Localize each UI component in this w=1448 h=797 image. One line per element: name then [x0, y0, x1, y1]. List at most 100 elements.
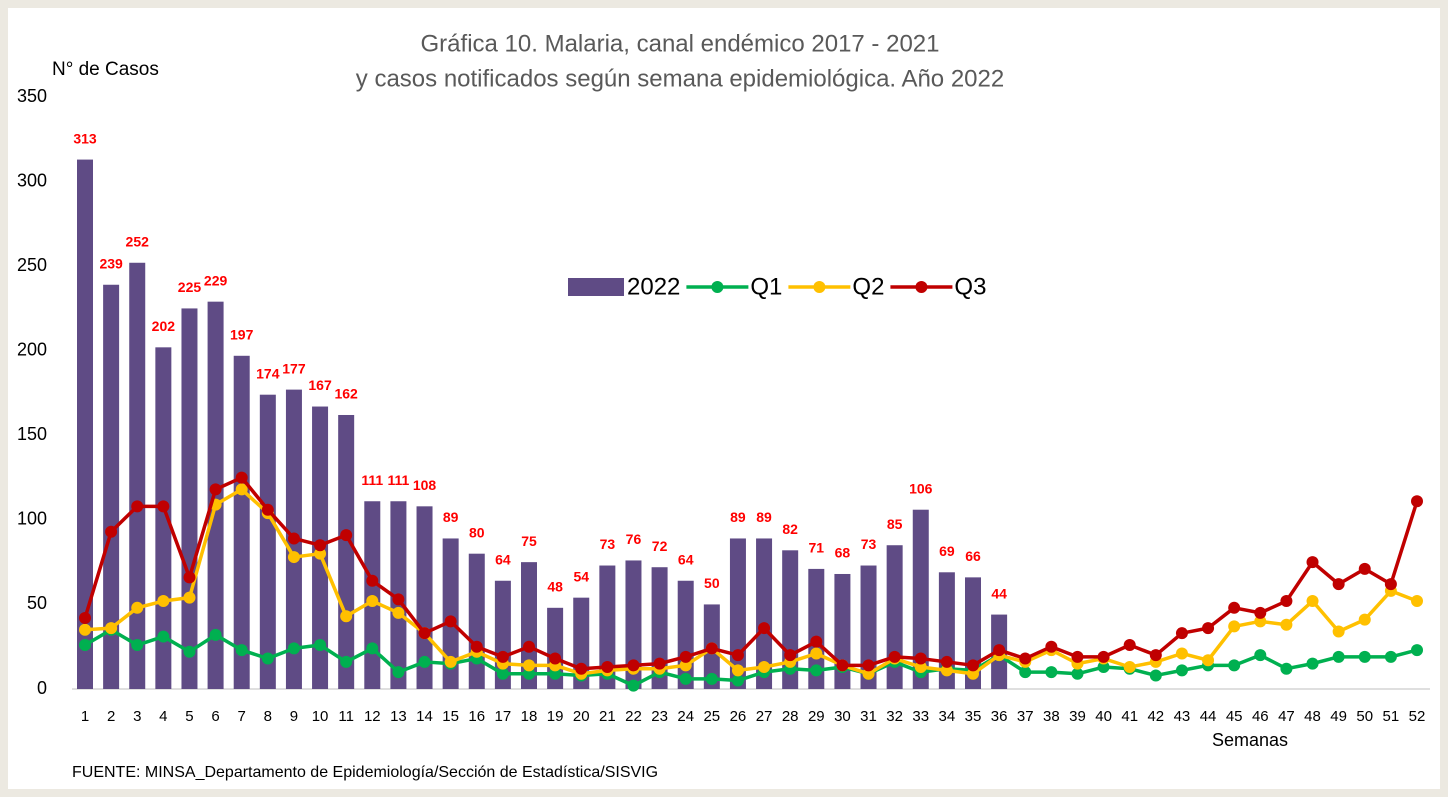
line-marker: [366, 642, 379, 655]
x-tick-label: 38: [1043, 708, 1060, 725]
x-tick-label: 36: [991, 708, 1008, 725]
line-marker: [1202, 654, 1215, 667]
x-tick-label: 23: [651, 708, 668, 725]
line-marker: [523, 667, 535, 680]
line-marker: [549, 667, 562, 680]
bar: [521, 562, 537, 689]
line-marker: [1306, 657, 1319, 670]
line-marker: [314, 547, 327, 560]
data-label: 64: [495, 551, 511, 567]
line-marker: [679, 672, 692, 685]
bar: [625, 560, 642, 689]
bar: [181, 308, 198, 689]
line-marker: [183, 645, 196, 658]
line-marker: [235, 483, 248, 496]
x-tick-label: 24: [677, 708, 694, 725]
line-marker: [914, 652, 927, 665]
line-marker: [967, 659, 979, 672]
line-marker: [131, 601, 144, 614]
bar: [756, 538, 773, 689]
line-marker: [653, 657, 666, 670]
line-marker: [235, 471, 248, 484]
line-marker: [679, 650, 692, 663]
x-tick-label: 25: [703, 708, 720, 725]
data-label: 239: [99, 255, 123, 271]
data-label: 108: [413, 477, 437, 493]
line-marker: [366, 574, 379, 587]
line-marker: [705, 672, 718, 685]
x-tick-label: 10: [312, 708, 329, 725]
x-tick-label: 32: [886, 708, 903, 725]
line-marker: [1123, 639, 1136, 652]
line-marker: [79, 611, 91, 624]
line-marker: [496, 650, 509, 663]
data-label: 202: [152, 318, 176, 334]
data-label: 75: [521, 533, 537, 549]
line-marker: [366, 595, 379, 608]
line-marker: [392, 593, 405, 606]
line-marker: [993, 644, 1006, 657]
line-marker: [967, 667, 979, 680]
data-label: 54: [573, 568, 589, 584]
line-marker: [470, 640, 483, 653]
x-tick-label: 3: [133, 708, 141, 725]
line-marker: [314, 539, 327, 552]
line-marker: [287, 532, 300, 545]
x-tick-label: 35: [965, 708, 982, 725]
line-marker: [810, 635, 823, 648]
line-marker: [1228, 601, 1241, 614]
line-marker: [1332, 650, 1345, 663]
line-marker: [1411, 644, 1423, 657]
line-marker: [418, 627, 431, 640]
x-tick-label: 42: [1147, 708, 1164, 725]
data-label: 162: [334, 386, 358, 402]
data-label: 73: [600, 536, 616, 552]
line-series: [84, 628, 1418, 688]
data-label: 167: [308, 377, 332, 393]
x-tick-label: 29: [808, 708, 825, 725]
data-label: 111: [361, 472, 383, 488]
data-label: 48: [547, 579, 563, 595]
line-marker: [157, 630, 170, 643]
x-tick-label: 44: [1200, 708, 1217, 725]
line-marker: [784, 649, 797, 662]
data-label: 66: [965, 548, 981, 564]
line-marker: [810, 647, 823, 660]
line-marker: [1254, 649, 1267, 662]
x-tick-label: 30: [834, 708, 851, 725]
data-label: 72: [652, 538, 668, 554]
y-tick-label: 250: [17, 255, 47, 275]
y-tick-label: 0: [37, 678, 47, 698]
x-tick-label: 14: [416, 708, 433, 725]
line-marker: [1149, 669, 1162, 682]
line-marker: [444, 655, 457, 668]
bar: [129, 262, 146, 689]
line-marker: [810, 664, 823, 677]
bar: [103, 284, 120, 689]
data-label: 106: [909, 480, 933, 496]
line-marker: [1358, 613, 1371, 626]
line-marker: [209, 483, 222, 496]
x-tick-label: 19: [547, 708, 564, 725]
data-label: 313: [73, 130, 97, 146]
legend-label: Q1: [750, 273, 782, 300]
data-label: 111: [387, 472, 409, 488]
bar: [442, 538, 459, 689]
line-marker: [105, 525, 118, 538]
line-marker: [862, 667, 875, 680]
x-axis-label: Semanas: [1212, 730, 1288, 750]
line-marker: [1175, 664, 1188, 677]
line-marker: [105, 622, 118, 635]
line-marker: [862, 659, 875, 672]
x-tick-label: 15: [442, 708, 459, 725]
line-marker: [131, 639, 144, 652]
legend-label: 2022: [627, 273, 680, 300]
x-tick-label: 40: [1095, 708, 1112, 725]
x-tick-label: 1: [81, 708, 89, 725]
x-tick-label: 28: [782, 708, 799, 725]
line-marker: [758, 661, 771, 674]
y-tick-label: 200: [17, 339, 47, 359]
x-tick-label: 18: [521, 708, 538, 725]
x-tick-label: 52: [1409, 708, 1426, 725]
